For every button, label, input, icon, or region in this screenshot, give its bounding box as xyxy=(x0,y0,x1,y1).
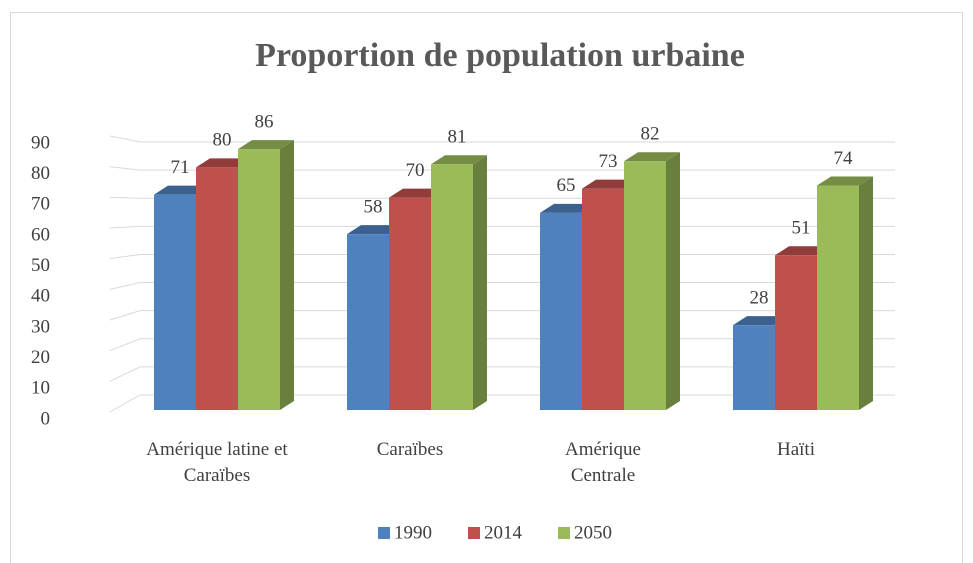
bar-front xyxy=(238,149,280,410)
legend-swatch xyxy=(558,527,570,539)
data-label: 86 xyxy=(255,111,274,132)
bar-top xyxy=(431,155,487,165)
data-label: 74 xyxy=(834,148,854,169)
x-tick-label: Haïti xyxy=(777,439,815,460)
bar-front xyxy=(154,194,196,410)
data-label: 82 xyxy=(641,124,660,145)
data-label: 58 xyxy=(364,196,383,217)
data-label: 51 xyxy=(792,218,811,239)
bar-front xyxy=(775,255,817,410)
bar-front xyxy=(196,167,238,410)
bar-front xyxy=(817,185,859,410)
data-label: 81 xyxy=(448,127,467,148)
bar-front xyxy=(431,164,473,410)
bar xyxy=(238,140,294,410)
bar-top xyxy=(238,140,294,150)
bar-top xyxy=(817,176,873,186)
data-label: 71 xyxy=(171,157,190,178)
bar xyxy=(624,152,680,410)
bar-side xyxy=(473,155,487,410)
legend-swatch xyxy=(468,527,480,539)
legend-label: 2014 xyxy=(484,522,523,543)
y-tick-label: 40 xyxy=(31,286,50,307)
bar-front xyxy=(582,188,624,410)
data-label: 70 xyxy=(406,160,425,181)
data-label: 80 xyxy=(213,130,232,151)
chart-title: Proportion de population urbaine xyxy=(255,37,745,74)
y-tick-label: 60 xyxy=(31,224,50,245)
legend-swatch xyxy=(378,527,390,539)
y-tick-label: 20 xyxy=(31,347,50,368)
bar-side xyxy=(280,140,294,410)
bar-front xyxy=(540,212,582,410)
y-tick-label: 50 xyxy=(31,255,50,276)
y-tick-label: 80 xyxy=(31,163,50,184)
bar xyxy=(431,155,487,410)
x-tick-label: Caraïbes xyxy=(376,439,444,460)
grid-line xyxy=(109,135,895,143)
y-tick-label: 30 xyxy=(31,316,50,337)
y-tick-label: 10 xyxy=(31,378,50,399)
legend-label: 2050 xyxy=(574,522,612,543)
bar-front xyxy=(733,325,775,410)
y-tick-label: 90 xyxy=(31,132,50,153)
x-tick-label: Amérique Centrale xyxy=(565,439,641,486)
bar-front xyxy=(389,197,431,410)
bar xyxy=(817,176,873,410)
bar-side xyxy=(859,176,873,410)
data-label: 73 xyxy=(599,151,618,172)
chart-border xyxy=(10,12,963,563)
data-label: 65 xyxy=(557,175,576,196)
data-label: 28 xyxy=(750,287,769,308)
bar-top xyxy=(624,152,680,162)
bar-front xyxy=(347,234,389,410)
bar-front xyxy=(624,161,666,410)
legend-label: 1990 xyxy=(394,522,432,543)
bar-side xyxy=(666,152,680,410)
y-tick-label: 0 xyxy=(41,408,51,429)
x-tick-label: Amérique latine et Caraïbes xyxy=(146,439,288,486)
y-tick-label: 70 xyxy=(31,194,50,215)
